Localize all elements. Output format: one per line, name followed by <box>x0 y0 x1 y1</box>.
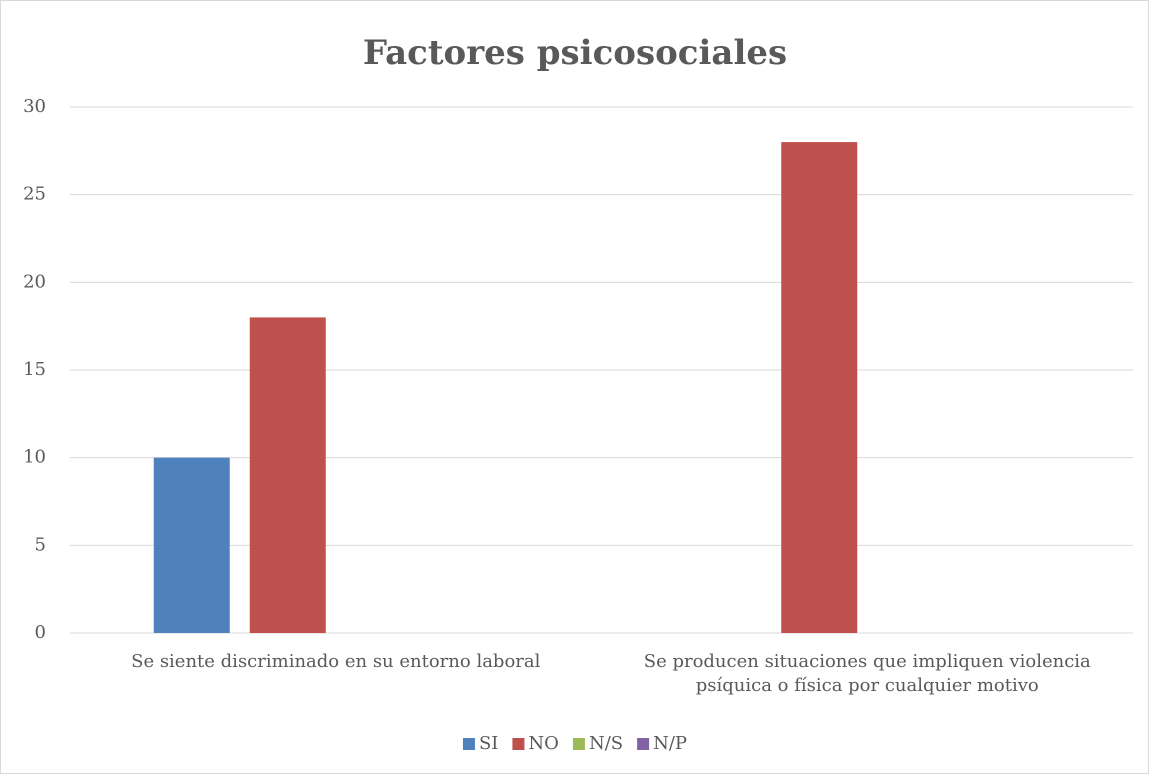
bar <box>153 457 230 633</box>
legend-swatch <box>572 738 585 750</box>
y-tick-label: 15 <box>23 359 46 380</box>
y-tick-label: 5 <box>35 534 46 555</box>
legend-swatch <box>462 738 475 750</box>
legend-label: SI <box>479 733 498 754</box>
y-tick-label: 25 <box>23 184 46 205</box>
legend-label: N/P <box>653 733 687 754</box>
legend-swatch <box>512 738 525 750</box>
chart-title: Factores psicosociales <box>363 33 787 73</box>
x-tick-label: Se siente discriminado en su entorno lab… <box>131 651 541 672</box>
legend-label: NO <box>528 733 559 754</box>
x-tick-label: Se producen situaciones que impliquen vi… <box>643 651 1091 696</box>
legend-swatch <box>637 738 650 750</box>
y-tick-label: 30 <box>23 96 46 117</box>
y-tick-label: 0 <box>35 622 46 643</box>
bar <box>249 317 326 633</box>
bar <box>781 142 858 634</box>
legend-label: N/S <box>589 733 623 754</box>
y-tick-label: 10 <box>23 447 46 468</box>
y-tick-label: 20 <box>23 271 46 292</box>
